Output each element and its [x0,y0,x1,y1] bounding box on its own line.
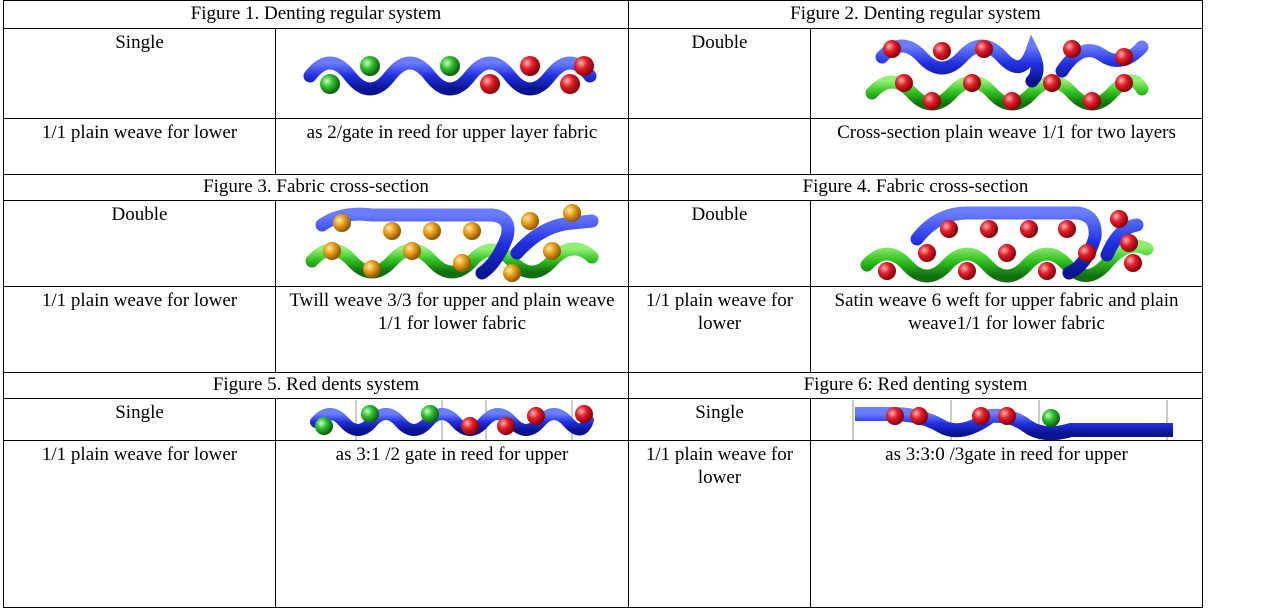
weave-image [860,206,1153,282]
layer-label: Single [628,398,811,441]
description: as 2/gate in reed for upper layer fabric [275,118,629,175]
figure-cell [810,200,1203,287]
weave-image [305,203,599,282]
figure-cell [275,200,629,287]
layer-label: Double [628,200,811,287]
figure-cell [275,398,629,441]
caption: Figure 4. Fabric cross-section [628,174,1203,201]
figure-cell [810,398,1203,441]
description: Cross-section plain weave 1/1 for two la… [810,118,1203,175]
weave-image [852,399,1173,440]
caption: Figure 6: Red denting system [628,372,1203,399]
caption: Figure 2. Denting regular system [628,0,1203,29]
weave-label: 1/1 plain weave for lower [628,286,811,373]
weave-image [865,33,1148,110]
figure-table: Figure 1. Denting regular system Figure … [3,0,1203,608]
description: as 3:3:0 /3gate in reed for upper [810,440,1203,608]
caption: Figure 3. Fabric cross-section [3,174,629,201]
weave-image [310,399,594,440]
layer-label: Single [3,28,276,119]
weave-label: 1/1 plain weave for lower [3,286,276,373]
weave-image [303,55,597,95]
figure-cell [810,28,1203,119]
description: Satin weave 6 weft for upper fabric and … [810,286,1203,373]
layer-label: Double [3,200,276,287]
figure-cell [275,28,629,119]
caption: Figure 1. Denting regular system [3,0,629,29]
weave-label: 1/1 plain weave for lower [628,440,811,608]
weave-label: 1/1 plain weave for lower [3,118,276,175]
description: as 3:1 /2 gate in reed for upper [275,440,629,608]
weave-label: 1/1 plain weave for lower [3,440,276,608]
layer-label: Double [628,28,811,119]
description: Twill weave 3/3 for upper and plain weav… [275,286,629,373]
caption: Figure 5. Red dents system [3,372,629,399]
layer-label: Single [3,398,276,441]
empty-cell [628,118,811,175]
